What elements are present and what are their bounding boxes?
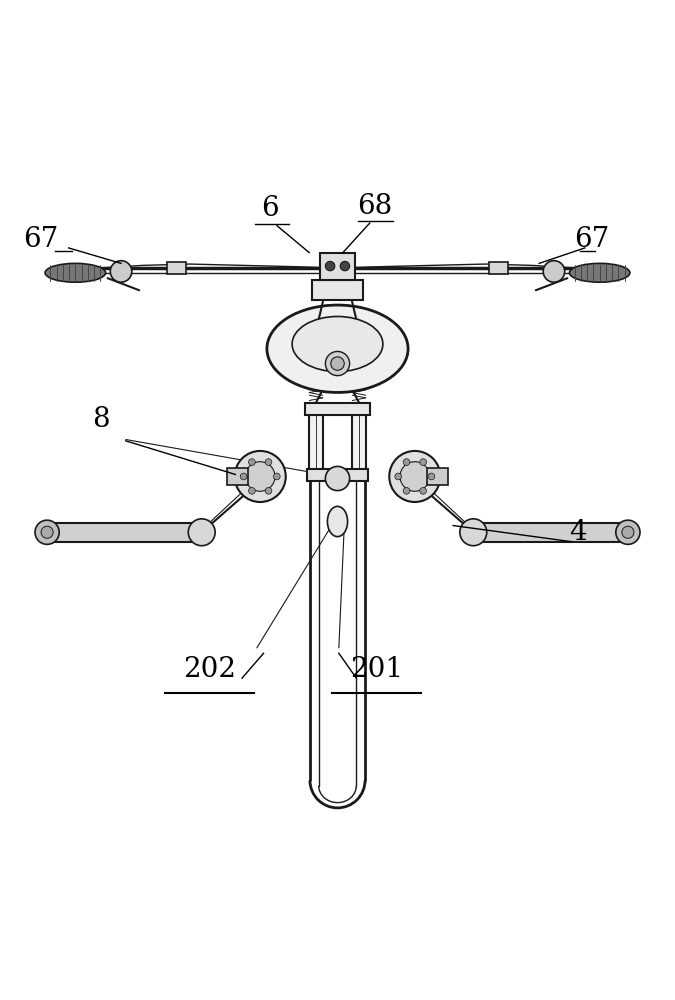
Circle shape xyxy=(248,487,255,494)
Text: 67: 67 xyxy=(574,226,610,253)
Text: 8: 8 xyxy=(92,406,110,433)
Ellipse shape xyxy=(327,506,348,537)
Bar xyxy=(167,262,186,274)
Circle shape xyxy=(235,451,286,502)
Circle shape xyxy=(35,520,59,544)
Circle shape xyxy=(265,487,272,494)
Circle shape xyxy=(41,526,53,538)
Circle shape xyxy=(240,473,247,480)
Text: 6: 6 xyxy=(261,195,279,222)
Bar xyxy=(489,262,508,274)
Bar xyxy=(308,403,323,480)
Ellipse shape xyxy=(292,316,383,372)
Circle shape xyxy=(389,451,440,502)
Circle shape xyxy=(403,487,410,494)
Bar xyxy=(427,468,448,485)
Circle shape xyxy=(265,459,272,465)
Bar xyxy=(305,403,370,415)
Circle shape xyxy=(400,462,429,491)
Circle shape xyxy=(395,473,402,480)
Text: 4: 4 xyxy=(569,519,587,546)
Circle shape xyxy=(325,466,350,491)
Bar xyxy=(320,253,355,280)
Circle shape xyxy=(188,519,215,546)
Ellipse shape xyxy=(45,263,105,282)
Circle shape xyxy=(110,261,132,282)
Ellipse shape xyxy=(570,263,630,282)
Circle shape xyxy=(428,473,435,480)
Circle shape xyxy=(420,487,427,494)
Bar xyxy=(352,403,367,480)
Text: 68: 68 xyxy=(357,193,392,220)
Bar xyxy=(47,523,202,542)
Circle shape xyxy=(248,459,255,465)
Text: 67: 67 xyxy=(23,226,58,253)
Circle shape xyxy=(273,473,280,480)
Text: 201: 201 xyxy=(350,656,403,683)
Circle shape xyxy=(543,261,565,282)
Circle shape xyxy=(622,526,634,538)
Circle shape xyxy=(246,462,275,491)
Circle shape xyxy=(403,459,410,465)
Circle shape xyxy=(420,459,427,465)
Circle shape xyxy=(340,261,350,271)
Circle shape xyxy=(325,261,335,271)
Text: 202: 202 xyxy=(184,656,236,683)
Bar xyxy=(227,468,248,485)
Bar xyxy=(312,280,363,300)
Circle shape xyxy=(616,520,640,544)
Circle shape xyxy=(331,357,344,370)
Circle shape xyxy=(325,351,350,376)
Circle shape xyxy=(460,519,487,546)
Bar xyxy=(473,523,628,542)
Bar xyxy=(307,469,368,481)
Ellipse shape xyxy=(267,305,408,392)
